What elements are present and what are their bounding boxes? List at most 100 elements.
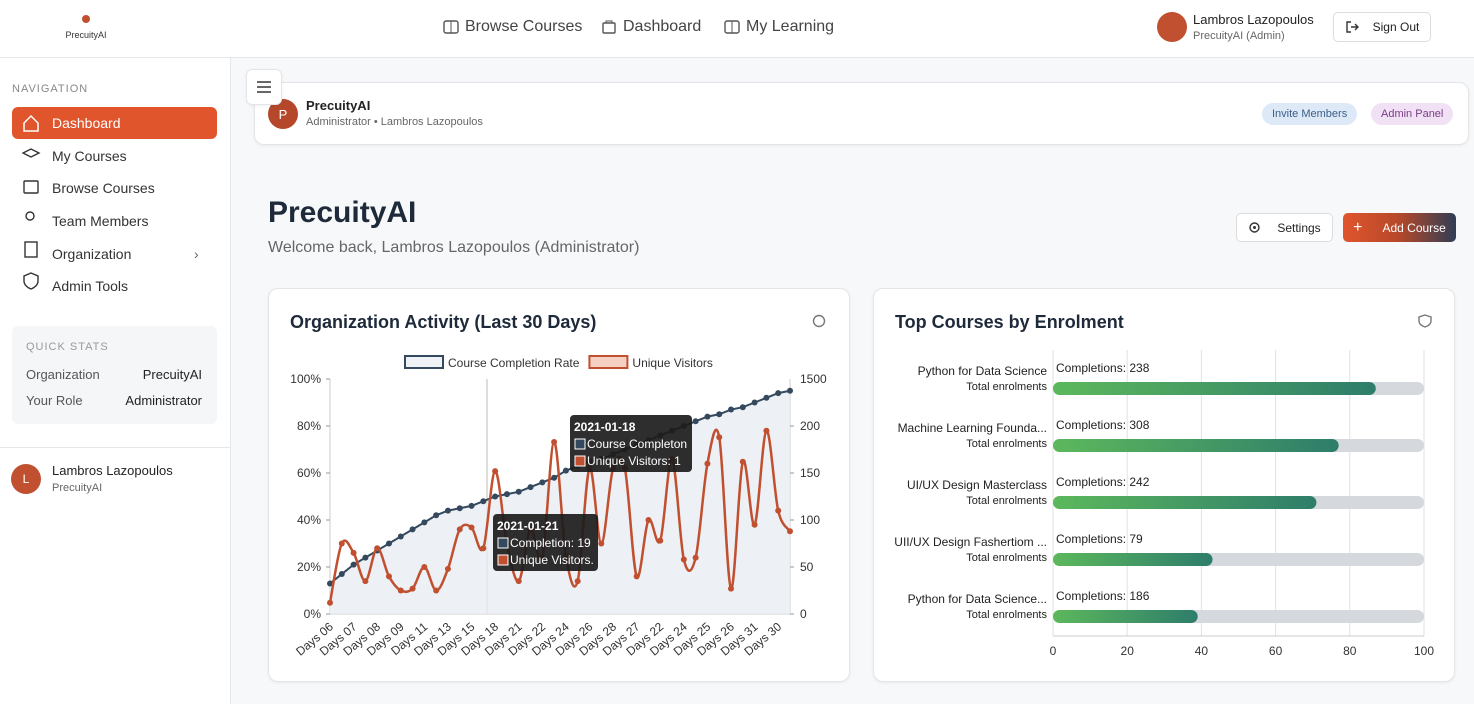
stat-label: Organization xyxy=(26,367,100,382)
y-tick-label: UI/UX Design Masterclass xyxy=(907,478,1047,492)
y-tick-label: 80% xyxy=(297,419,321,433)
point xyxy=(692,418,699,425)
nav-item[interactable]: My Courses xyxy=(52,148,127,164)
point xyxy=(362,578,369,585)
nav-label: Dashboard xyxy=(623,18,702,35)
welcome-text: Welcome back, Lambros Lazopoulos (Admini… xyxy=(268,239,640,256)
x-tick-label: 100 xyxy=(1414,644,1434,658)
point xyxy=(716,411,723,418)
nav-label: Browse Courses xyxy=(465,18,583,35)
nav-item[interactable]: Dashboard xyxy=(12,107,217,139)
point xyxy=(775,507,782,514)
point xyxy=(739,458,746,465)
add-course-button[interactable]: + Add Course xyxy=(1343,213,1456,242)
tooltip-title: 2021-01-18 xyxy=(574,420,636,434)
x-tick-label: 20 xyxy=(1121,644,1135,658)
top-bar: PrecuityAI Browse Courses Dashboard My L… xyxy=(0,0,1474,58)
point xyxy=(704,413,711,420)
tooltip xyxy=(570,415,692,472)
point xyxy=(787,387,793,394)
y2-tick-label: 0 xyxy=(800,607,807,621)
x-tick-label: 60 xyxy=(1269,644,1283,658)
nav-item[interactable]: Browse Courses xyxy=(52,180,155,196)
point xyxy=(374,545,381,552)
nav-item[interactable]: Team Members xyxy=(52,213,149,229)
user-avatar[interactable] xyxy=(1157,12,1187,42)
bar xyxy=(1053,382,1376,395)
tooltip-line: Unique Visitors: 1 xyxy=(587,454,681,468)
point xyxy=(539,479,546,486)
point xyxy=(775,390,782,397)
nav-item[interactable]: Organization xyxy=(52,246,132,262)
y2-tick-label: 1500 xyxy=(800,372,827,386)
quick-stats: QUICK STATS Organization PrecuityAI Your… xyxy=(12,326,217,424)
logo-text: PrecuityAI xyxy=(65,30,107,40)
data-annotation: Completions: 238 xyxy=(1056,361,1150,375)
user-avatar: L xyxy=(11,464,41,494)
y-tick-label: 100% xyxy=(290,372,321,386)
point xyxy=(409,585,416,592)
y-tick-sublabel: Total enrolments xyxy=(966,609,1047,621)
y-tick-label: Python for Data Science xyxy=(918,364,1048,378)
point xyxy=(763,394,770,401)
point xyxy=(739,404,746,411)
menu-toggle[interactable] xyxy=(246,69,282,105)
tooltip-line: Unique Visitors. xyxy=(510,553,594,567)
y-tick-label: 40% xyxy=(297,513,321,527)
chart-title: Organization Activity (Last 30 Days) xyxy=(290,312,596,332)
sign-out-button[interactable]: Sign Out xyxy=(1333,12,1431,42)
settings-button[interactable]: Settings xyxy=(1236,213,1333,242)
point xyxy=(598,540,605,547)
y-tick-label: 20% xyxy=(297,560,321,574)
point xyxy=(421,519,428,526)
nav-link[interactable]: Browse Courses xyxy=(443,18,582,36)
point xyxy=(480,498,487,505)
data-annotation: Completions: 186 xyxy=(1056,589,1150,603)
logo[interactable]: PrecuityAI xyxy=(62,12,110,40)
chart-shield-icon[interactable] xyxy=(1418,314,1432,328)
tooltip-line: Course Completon xyxy=(587,437,687,451)
y-tick-sublabel: Total enrolments xyxy=(966,495,1047,507)
point xyxy=(692,554,699,561)
legend-swatch xyxy=(404,355,444,369)
point xyxy=(527,484,534,491)
point xyxy=(728,585,735,592)
nav-item[interactable]: Admin Tools xyxy=(52,278,129,294)
y2-tick-label: 50 xyxy=(800,560,814,574)
point xyxy=(657,537,664,544)
point xyxy=(421,564,428,570)
point xyxy=(492,493,499,500)
tooltip-swatch xyxy=(497,537,509,549)
x-tick-label: 80 xyxy=(1343,644,1357,658)
point xyxy=(433,587,440,594)
point xyxy=(409,526,416,533)
bar xyxy=(1053,439,1339,452)
tooltip-line: Completion: 19 xyxy=(510,536,591,550)
point xyxy=(456,526,463,533)
y-tick-sublabel: Total enrolments xyxy=(966,438,1047,450)
invite-button[interactable]: Invite Members xyxy=(1262,103,1358,125)
chevron: › xyxy=(194,246,199,262)
point xyxy=(444,507,451,514)
y2-tick-label: 150 xyxy=(800,466,820,480)
plus-icon: + xyxy=(1353,218,1363,236)
admin-panel-button[interactable]: Admin Panel xyxy=(1371,103,1454,125)
legend-swatch xyxy=(588,355,629,369)
y-tick-label: UII/UX Design Fashertiom ... xyxy=(894,535,1047,549)
page-title: PrecuityAI xyxy=(268,196,417,229)
point xyxy=(716,434,723,441)
nav-link[interactable]: Dashboard xyxy=(601,18,701,36)
nav-link[interactable]: My Learning xyxy=(724,18,834,36)
y-tick-label: Machine Learning Founda... xyxy=(898,421,1047,435)
point xyxy=(480,545,487,552)
point xyxy=(433,512,440,519)
y-tick-label: Python for Data Science... xyxy=(908,592,1047,606)
legend-label: Unique Visitors xyxy=(632,356,712,370)
chart-settings-icon[interactable] xyxy=(812,314,826,328)
tooltip xyxy=(493,514,598,571)
point xyxy=(492,468,499,475)
point xyxy=(327,580,333,587)
point xyxy=(456,505,463,512)
button-label: Add Course xyxy=(1382,220,1446,235)
